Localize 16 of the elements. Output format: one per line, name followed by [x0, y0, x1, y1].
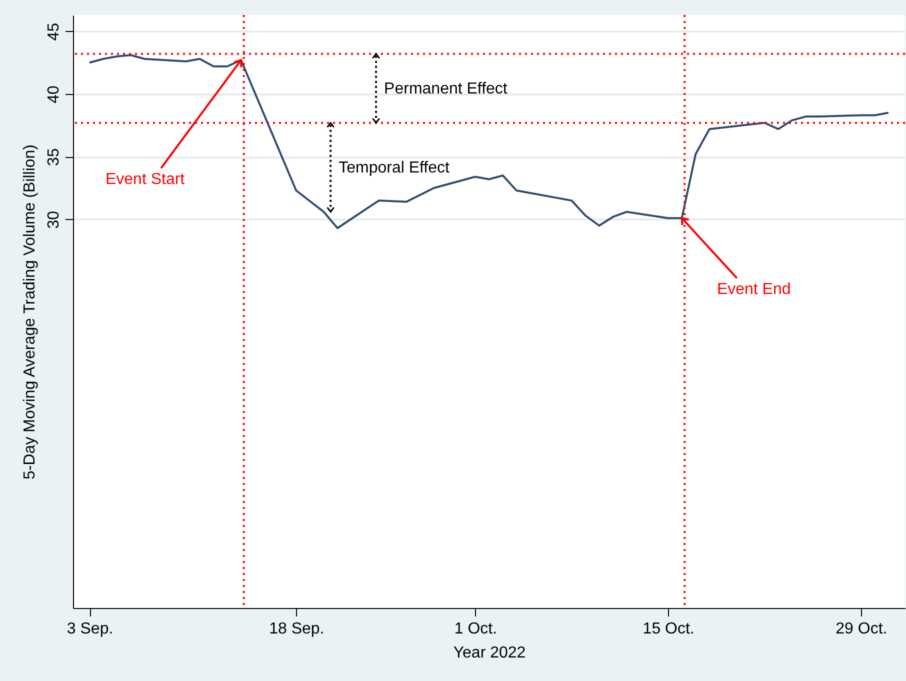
annotation: Permanent Effect	[384, 80, 508, 98]
annotation: Event End	[716, 281, 791, 298]
y-tick-label: 30	[46, 210, 62, 229]
line-series	[88, 54, 890, 230]
y-tick-label: 45	[46, 22, 62, 41]
x-tick-label: 29 Oct.	[836, 620, 888, 638]
x-axis-title: Year 2022	[453, 644, 526, 662]
x-tick-label: 15 Oct.	[642, 620, 694, 638]
x-tick-label: 18 Sep.	[269, 620, 324, 638]
x-tick-label: 1 Oct.	[454, 620, 498, 638]
x-tick-label: 3 Sep.	[66, 620, 114, 638]
y-axis-title: 5-Day Moving Average Trading Volume (Billion)	[22, 144, 38, 480]
y-tick-label: 40	[46, 85, 62, 104]
annotation: Event Start	[105, 171, 186, 188]
y-tick-label: 35	[46, 148, 62, 166]
annotation: Temporal Effect	[338, 159, 450, 176]
